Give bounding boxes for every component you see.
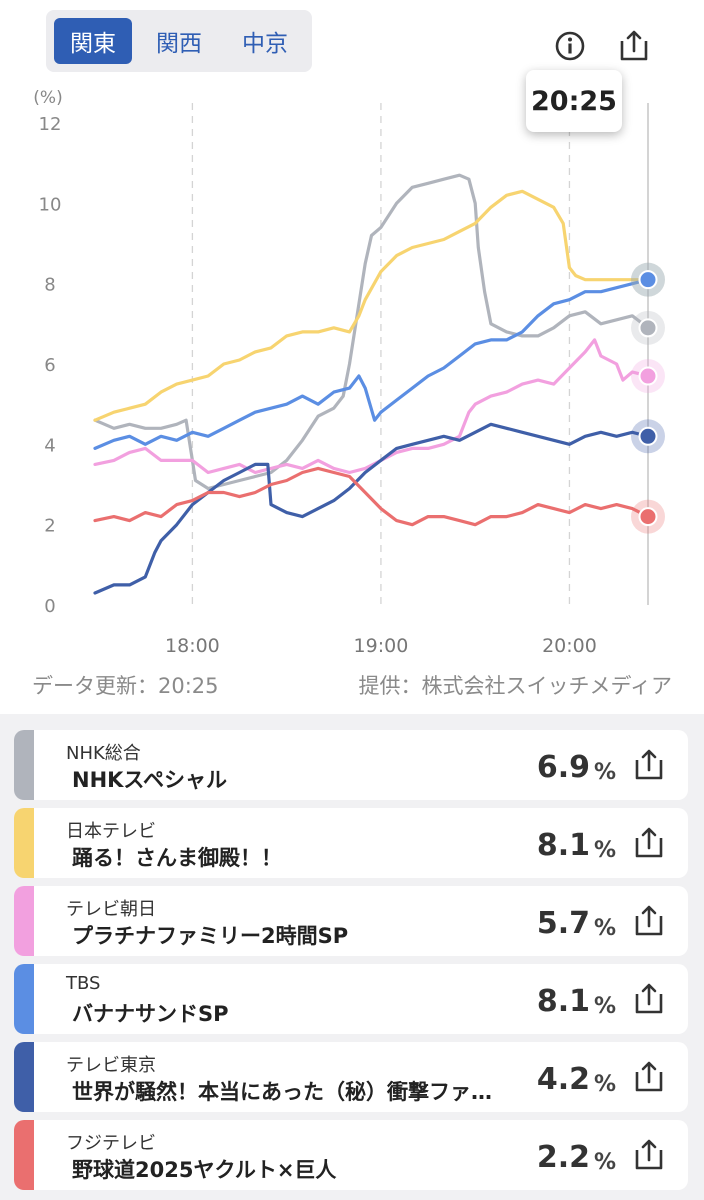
rating-value: 6.9 xyxy=(536,750,590,785)
rating-value: 5.7 xyxy=(536,906,590,941)
series-line-cx xyxy=(93,466,650,527)
share-icon[interactable] xyxy=(632,1138,666,1172)
series-line-ex xyxy=(93,338,650,475)
channel-name: TBS xyxy=(66,973,101,994)
rating-unit: % xyxy=(593,760,616,785)
series-line-tx xyxy=(93,422,650,595)
share-icon[interactable] xyxy=(614,26,654,66)
rating-unit: % xyxy=(593,994,616,1019)
share-icon[interactable] xyxy=(632,826,666,860)
rating-unit: % xyxy=(593,1150,616,1175)
provider-text: 提供：株式会社スイッチメディア xyxy=(358,674,672,698)
program-title: NHKスペシャル xyxy=(72,768,227,792)
y-axis-unit-label: (%) xyxy=(33,88,62,108)
series-line-nhk xyxy=(93,173,650,491)
y-tick-label: 10 xyxy=(39,194,62,215)
channel-name: 日本テレビ xyxy=(66,821,156,842)
rating-unit: % xyxy=(593,916,616,941)
channel-color-stripe xyxy=(14,1042,34,1112)
share-icon[interactable] xyxy=(632,982,666,1016)
end-marker-cx xyxy=(638,507,658,527)
end-marker-tx xyxy=(638,426,658,446)
y-tick-label: 8 xyxy=(44,275,55,296)
y-tick-label: 2 xyxy=(44,516,55,537)
ratings-line-chart: (%) 0 2 4 6 8 10 12 18:00 19:00 20:00 xyxy=(33,88,665,657)
channel-name: NHK総合 xyxy=(66,743,141,764)
channel-color-stripe xyxy=(14,1120,34,1190)
x-tick-label: 20:00 xyxy=(542,635,597,657)
share-icon[interactable] xyxy=(632,904,666,938)
program-title: 野球道2025ヤクルト×巨人 xyxy=(72,1158,337,1182)
series-line-tbs xyxy=(93,278,650,450)
rating-unit: % xyxy=(593,1072,616,1097)
channel-color-stripe xyxy=(14,808,34,878)
channel-name: テレビ朝日 xyxy=(66,899,156,920)
y-tick-label: 6 xyxy=(44,355,55,376)
rating-value: 8.1 xyxy=(536,828,590,863)
channel-name: テレビ東京 xyxy=(66,1055,156,1076)
program-title: 世界が騒然！本当にあった（秘）衝撃ファ… xyxy=(72,1080,492,1104)
rating-unit: % xyxy=(593,838,616,863)
tab-kanto[interactable]: 関東 xyxy=(54,18,132,64)
end-marker-nhk xyxy=(638,318,658,338)
info-icon[interactable] xyxy=(550,26,590,66)
region-tabs: 関東 関西 中京 xyxy=(46,10,312,72)
share-icon[interactable] xyxy=(632,1060,666,1094)
program-title: 踊る！さんま御殿！！ xyxy=(72,846,282,870)
program-title: バナナサンドSP xyxy=(72,1002,229,1026)
x-tick-label: 18:00 xyxy=(165,635,220,657)
program-card-nhk[interactable]: NHK総合 NHKスペシャル 6.9 % xyxy=(14,730,688,800)
series-line-ntv xyxy=(93,189,650,422)
cursor-time-tooltip: 20:25 xyxy=(526,70,622,132)
channel-color-stripe xyxy=(14,886,34,956)
program-card-tbs[interactable]: TBS バナナサンドSP 8.1 % xyxy=(14,964,688,1034)
program-card-ntv[interactable]: 日本テレビ 踊る！さんま御殿！！ 8.1 % xyxy=(14,808,688,878)
program-title: プラチナファミリー2時間SP xyxy=(72,924,349,948)
program-card-tx[interactable]: テレビ東京 世界が騒然！本当にあった（秘）衝撃ファ… 4.2 % xyxy=(14,1042,688,1112)
y-tick-label: 0 xyxy=(44,596,55,617)
update-time-text: データ更新：20:25 xyxy=(32,674,219,698)
y-tick-label: 4 xyxy=(44,435,55,456)
tab-chukyo[interactable]: 中京 xyxy=(242,31,288,57)
rating-value: 8.1 xyxy=(536,984,590,1019)
channel-color-stripe xyxy=(14,964,34,1034)
rating-value: 4.2 xyxy=(536,1062,590,1097)
y-tick-label: 12 xyxy=(39,114,62,135)
program-card-ex[interactable]: テレビ朝日 プラチナファミリー2時間SP 5.7 % xyxy=(14,886,688,956)
share-icon[interactable] xyxy=(632,748,666,782)
end-marker-tbs xyxy=(638,270,658,290)
rating-value: 2.2 xyxy=(536,1140,590,1175)
x-tick-label: 19:00 xyxy=(354,635,409,657)
channel-name: フジテレビ xyxy=(66,1133,156,1154)
program-list: NHK総合 NHKスペシャル 6.9 % 日本テレビ 踊る！さんま御殿！！ 8.… xyxy=(0,714,704,1200)
tab-kansai[interactable]: 関西 xyxy=(156,31,202,57)
channel-color-stripe xyxy=(14,730,34,800)
end-marker-ex xyxy=(638,366,658,386)
program-card-cx[interactable]: フジテレビ 野球道2025ヤクルト×巨人 2.2 % xyxy=(14,1120,688,1190)
